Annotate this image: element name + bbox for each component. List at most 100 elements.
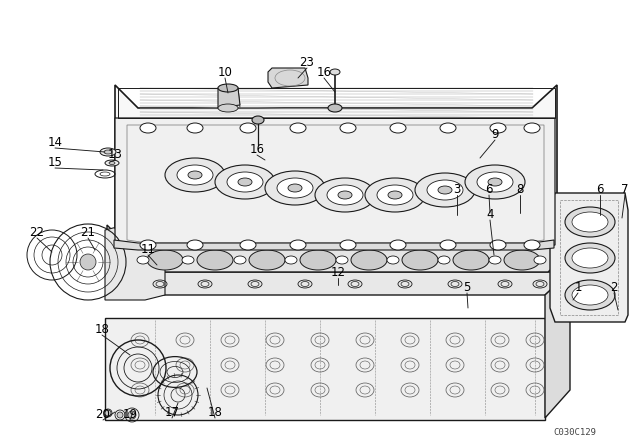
Ellipse shape xyxy=(572,248,608,268)
Ellipse shape xyxy=(336,256,348,264)
Ellipse shape xyxy=(524,240,540,250)
Ellipse shape xyxy=(351,250,387,270)
Text: 19: 19 xyxy=(122,408,138,421)
Ellipse shape xyxy=(365,178,425,212)
Text: 20: 20 xyxy=(95,408,111,421)
Polygon shape xyxy=(218,88,240,108)
Text: 2: 2 xyxy=(611,280,618,293)
Ellipse shape xyxy=(340,123,356,133)
Ellipse shape xyxy=(240,240,256,250)
Polygon shape xyxy=(114,240,554,250)
Ellipse shape xyxy=(438,186,452,194)
Ellipse shape xyxy=(477,172,513,192)
Ellipse shape xyxy=(288,184,302,192)
Ellipse shape xyxy=(338,191,352,199)
Polygon shape xyxy=(105,318,545,420)
Text: 11: 11 xyxy=(141,242,156,255)
Ellipse shape xyxy=(182,256,194,264)
Ellipse shape xyxy=(109,161,115,164)
Ellipse shape xyxy=(490,123,506,133)
Ellipse shape xyxy=(387,256,399,264)
Ellipse shape xyxy=(128,411,136,419)
Ellipse shape xyxy=(105,410,111,416)
Ellipse shape xyxy=(187,123,203,133)
Ellipse shape xyxy=(290,240,306,250)
Ellipse shape xyxy=(453,250,489,270)
Ellipse shape xyxy=(327,185,363,205)
Ellipse shape xyxy=(390,240,406,250)
Ellipse shape xyxy=(427,180,463,200)
Ellipse shape xyxy=(330,69,340,75)
Ellipse shape xyxy=(390,123,406,133)
Ellipse shape xyxy=(238,178,252,186)
Text: C030C129: C030C129 xyxy=(554,427,596,436)
Ellipse shape xyxy=(290,123,306,133)
Ellipse shape xyxy=(165,158,225,192)
Text: 9: 9 xyxy=(492,128,499,141)
Ellipse shape xyxy=(488,178,502,186)
Ellipse shape xyxy=(504,250,540,270)
Text: 18: 18 xyxy=(95,323,109,336)
Text: 15: 15 xyxy=(47,155,63,168)
Ellipse shape xyxy=(187,240,203,250)
Text: 10: 10 xyxy=(218,65,232,78)
Ellipse shape xyxy=(240,123,256,133)
Text: 13: 13 xyxy=(108,147,122,160)
Polygon shape xyxy=(550,193,628,322)
Ellipse shape xyxy=(572,212,608,232)
Ellipse shape xyxy=(438,256,450,264)
Ellipse shape xyxy=(215,165,275,199)
Ellipse shape xyxy=(218,104,238,112)
Ellipse shape xyxy=(328,104,342,112)
Text: 7: 7 xyxy=(621,182,628,195)
Ellipse shape xyxy=(465,165,525,199)
Text: 23: 23 xyxy=(300,56,314,69)
Ellipse shape xyxy=(234,256,246,264)
Polygon shape xyxy=(105,220,165,300)
Text: 8: 8 xyxy=(516,182,524,195)
Ellipse shape xyxy=(415,173,475,207)
Ellipse shape xyxy=(285,256,297,264)
Ellipse shape xyxy=(265,171,325,205)
Text: 22: 22 xyxy=(29,225,45,238)
Ellipse shape xyxy=(565,207,615,237)
Text: 4: 4 xyxy=(486,207,493,220)
Text: 14: 14 xyxy=(47,135,63,148)
Polygon shape xyxy=(107,225,572,272)
Text: 6: 6 xyxy=(596,182,604,195)
Polygon shape xyxy=(268,68,308,88)
Ellipse shape xyxy=(249,250,285,270)
Ellipse shape xyxy=(440,123,456,133)
Ellipse shape xyxy=(227,172,263,192)
Ellipse shape xyxy=(315,178,375,212)
Polygon shape xyxy=(105,272,570,295)
Polygon shape xyxy=(545,272,570,418)
Text: 17: 17 xyxy=(164,405,179,418)
Ellipse shape xyxy=(104,150,112,154)
Ellipse shape xyxy=(177,165,213,185)
Text: 21: 21 xyxy=(81,225,95,238)
Text: 16: 16 xyxy=(250,142,264,155)
Text: 1: 1 xyxy=(574,280,582,293)
Ellipse shape xyxy=(300,250,336,270)
Polygon shape xyxy=(115,85,557,248)
Ellipse shape xyxy=(140,240,156,250)
Ellipse shape xyxy=(490,240,506,250)
Ellipse shape xyxy=(534,256,546,264)
Ellipse shape xyxy=(277,178,313,198)
Ellipse shape xyxy=(524,123,540,133)
Ellipse shape xyxy=(80,254,96,270)
Ellipse shape xyxy=(137,256,149,264)
Polygon shape xyxy=(115,118,555,248)
Ellipse shape xyxy=(388,191,402,199)
Ellipse shape xyxy=(377,185,413,205)
Text: 12: 12 xyxy=(330,266,346,279)
Ellipse shape xyxy=(402,250,438,270)
Ellipse shape xyxy=(340,240,356,250)
Ellipse shape xyxy=(105,160,119,166)
Ellipse shape xyxy=(489,256,501,264)
Ellipse shape xyxy=(440,240,456,250)
Ellipse shape xyxy=(140,123,156,133)
Ellipse shape xyxy=(252,116,264,124)
Ellipse shape xyxy=(188,171,202,179)
